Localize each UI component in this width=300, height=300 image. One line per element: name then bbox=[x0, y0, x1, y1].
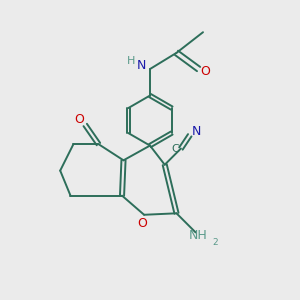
Text: C: C bbox=[172, 144, 179, 154]
Text: NH: NH bbox=[189, 229, 208, 242]
Text: 2: 2 bbox=[212, 238, 218, 247]
Text: N: N bbox=[191, 125, 201, 138]
Text: O: O bbox=[74, 113, 84, 126]
Text: H: H bbox=[127, 56, 135, 66]
Text: N: N bbox=[137, 59, 146, 72]
Text: O: O bbox=[200, 64, 210, 78]
Text: O: O bbox=[138, 217, 148, 230]
